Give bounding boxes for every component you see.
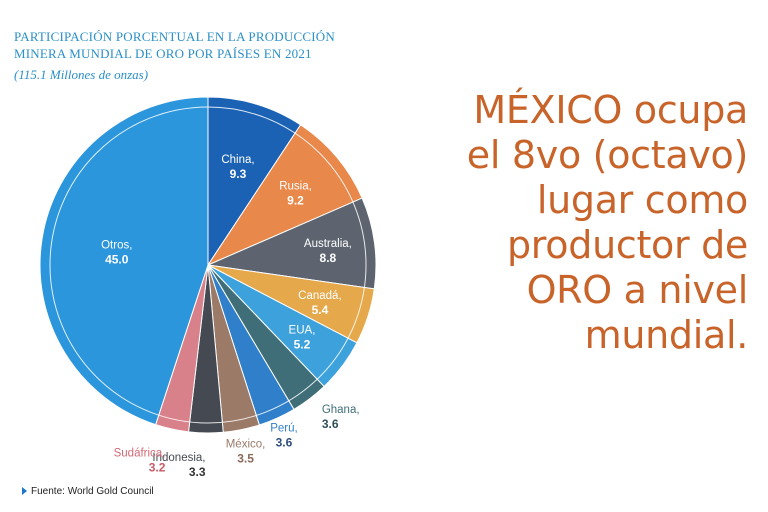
pie-inner-ring: [49, 106, 367, 424]
headline-line-2: el 8vo (octavo): [466, 133, 749, 177]
pie-slice-china: [207, 96, 302, 267]
chart-title-line-1: PARTICIPACIÓN PORCENTUAL EN LA PRODUCCIÓ…: [14, 29, 335, 44]
slice-label-méxico: México,: [226, 438, 266, 450]
slice-label-indonesia: Indonesia,: [152, 452, 205, 464]
chart-title: PARTICIPACIÓN PORCENTUAL EN LA PRODUCCIÓ…: [14, 28, 404, 62]
source-text: Fuente: World Gold Council: [31, 486, 154, 497]
headline-line-6: mundial.: [584, 313, 749, 357]
headline-text: MÉXICO ocupa el 8vo (octavo) lugar como …: [418, 88, 749, 358]
slice-value-méxico: 3.5: [237, 451, 254, 465]
slice-label-china: China,: [221, 154, 254, 166]
slice-value-sudáfrica: 3.2: [149, 461, 166, 475]
headline-line-5: ORO a nivel: [526, 268, 749, 312]
slice-value-otros: 45.0: [105, 252, 129, 266]
slice-value-china: 9.3: [230, 167, 247, 181]
slice-label-otros: Otros,: [101, 239, 132, 251]
pie-slice-rusia: [206, 124, 363, 267]
slice-value-eua: 5.2: [294, 338, 311, 352]
source-note: Fuente: World Gold Council: [22, 486, 154, 497]
headline-line-1: MÉXICO ocupa: [473, 88, 748, 132]
slice-label-canadá: Canadá,: [298, 290, 341, 302]
slice-value-canadá: 5.4: [312, 303, 329, 317]
slice-label-eua: EUA,: [289, 325, 316, 337]
slice-value-rusia: 9.2: [287, 194, 304, 208]
slice-label-perú: Perú,: [270, 422, 298, 434]
chart-subtitle: (115.1 Millones de onzas): [14, 67, 149, 82]
headline-line-3: lugar como: [536, 178, 748, 222]
triangle-bullet-icon: [22, 487, 27, 495]
slice-value-perú: 3.6: [276, 435, 293, 449]
chart-title-line-2: MINERA MUNDIAL DE ORO POR PAÍSES EN 2021: [14, 46, 312, 61]
pie-slice-australia: [206, 197, 377, 290]
slice-label-ghana: Ghana,: [322, 404, 360, 416]
slice-label-australia: Australia,: [304, 238, 352, 250]
slice-value-australia: 8.8: [320, 251, 337, 265]
headline-line-4: productor de: [506, 223, 748, 267]
slice-value-indonesia: 3.3: [189, 465, 206, 479]
slice-label-sudáfrica: Sudáfrica,: [114, 448, 166, 460]
slice-value-ghana: 3.6: [322, 417, 339, 431]
pie-slice-otros: [39, 96, 209, 426]
slice-label-rusia: Rusia,: [279, 181, 312, 193]
pie-chart: China,9.3Rusia,9.2Australia,8.8Canadá,5.…: [39, 96, 377, 479]
